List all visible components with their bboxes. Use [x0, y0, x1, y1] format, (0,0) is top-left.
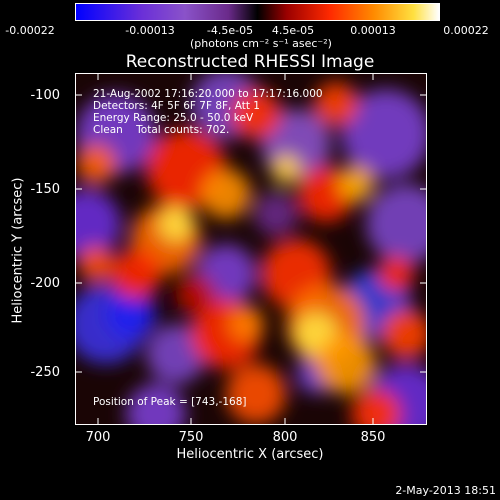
intensity-blob [76, 144, 116, 184]
y-tick-label: -200 [30, 276, 60, 291]
intensity-blob [176, 274, 216, 314]
intensity-blob [381, 309, 426, 359]
intensity-blob [228, 306, 264, 342]
energy-range-label: Energy Range: 25.0 - 50.0 keV [93, 112, 254, 124]
x-axis-label: Heliocentric X (arcsec) [176, 447, 324, 462]
colorbar-tick-label: -4.5e-05 [206, 24, 254, 37]
intensity-blob [146, 324, 206, 384]
intensity-map [76, 74, 426, 424]
intensity-blob [78, 246, 114, 282]
peak-position-label: Position of Peak = [743,-168] [93, 396, 247, 408]
intensity-blob [254, 192, 298, 236]
image-canvas [76, 74, 426, 424]
rhessi-image [75, 73, 427, 425]
y-tick-label: -100 [30, 88, 60, 103]
intensity-blob [316, 334, 376, 394]
intensity-blob [111, 249, 161, 299]
intensity-blob [338, 166, 374, 202]
intensity-blob [126, 384, 186, 424]
intensity-blob [226, 364, 286, 424]
intensity-blob [341, 89, 426, 179]
intensity-blob [271, 154, 301, 184]
colorbar-tick-label: 4.5e-05 [271, 24, 315, 37]
colorbar-units: (photons cm⁻² s⁻¹ asec⁻²) [190, 37, 332, 50]
timestamp-footer: 2-May-2013 18:51 [395, 484, 496, 497]
colorbar [75, 3, 440, 21]
x-tick-label: 750 [178, 430, 204, 445]
intensity-blob [351, 389, 401, 424]
intensity-blob [314, 82, 358, 126]
colorbar-tick-label: -0.00022 [5, 24, 55, 37]
y-tick-label: -150 [30, 182, 60, 197]
axis-ticks [75, 73, 427, 425]
y-axis-label: Heliocentric Y (arcsec) [10, 177, 26, 324]
intensity-blob [366, 184, 426, 264]
x-tick-label: 800 [272, 430, 298, 445]
intensity-blob [106, 289, 156, 339]
intensity-blob [231, 89, 281, 139]
intensity-blob [378, 256, 414, 292]
colorbar-tick-label: 0.00022 [443, 24, 489, 37]
time-range-label: 21-Aug-2002 17:16:20.000 to 17:17:16.000 [93, 88, 323, 100]
detectors-label: Detectors: 4F 5F 6F 7F 8F, Att 1 [93, 100, 260, 112]
intensity-blob [158, 206, 194, 242]
y-tick-label: -250 [30, 365, 60, 380]
x-tick-label: 700 [85, 430, 111, 445]
clean-counts-label: Clean Total counts: 702. [93, 124, 230, 136]
colorbar-tick-label: -0.00013 [125, 24, 175, 37]
x-tick-label: 850 [360, 430, 386, 445]
colorbar-tick-label: 0.00013 [350, 24, 396, 37]
intensity-blob [76, 189, 121, 259]
image-title: Reconstructed RHESSI Image [125, 52, 375, 72]
intensity-blob [201, 169, 251, 219]
